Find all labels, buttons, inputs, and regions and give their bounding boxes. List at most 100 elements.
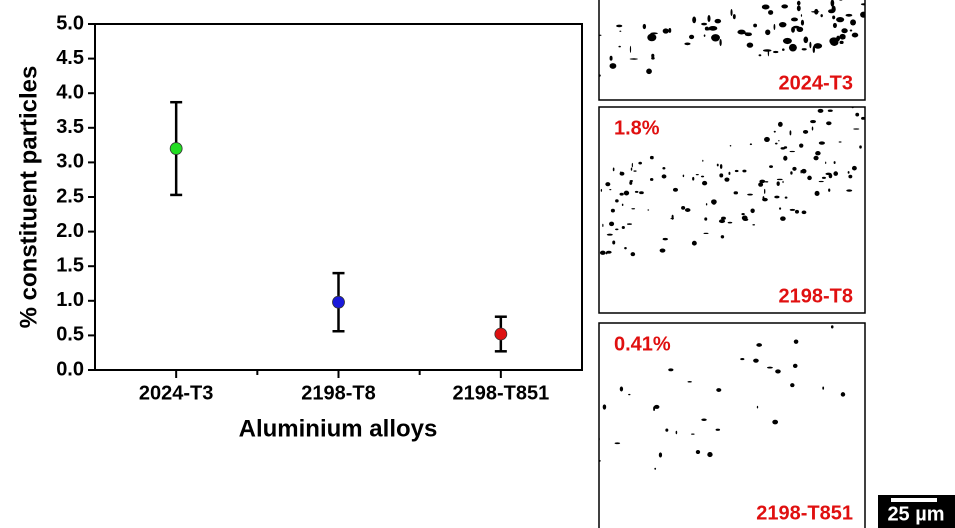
particle [801, 168, 807, 174]
particle [762, 196, 765, 201]
particle [720, 235, 725, 239]
particle [840, 392, 846, 397]
particle [719, 38, 722, 47]
particle [799, 143, 804, 148]
particle [853, 128, 860, 130]
particle [615, 228, 619, 231]
particle [782, 180, 784, 184]
particle [746, 42, 754, 48]
particle [671, 214, 674, 220]
particle [740, 358, 745, 361]
particle [776, 181, 780, 186]
y-tick-label: 5.0 [56, 12, 84, 34]
particle [615, 199, 619, 203]
particle [624, 246, 627, 250]
y-tick-label: 3.0 [56, 151, 84, 173]
particle [654, 467, 657, 470]
particle [602, 404, 607, 410]
micrograph-fraction: 1.8% [614, 117, 660, 139]
particle [633, 170, 637, 172]
particle [650, 32, 658, 35]
particle [828, 9, 835, 14]
particle [769, 165, 773, 168]
particle [741, 215, 748, 221]
particle [802, 129, 809, 134]
particle [781, 4, 789, 9]
y-tick-label: 2.5 [56, 185, 84, 207]
particle [817, 108, 824, 113]
micrograph-frame [598, 322, 866, 528]
particle [836, 16, 845, 23]
particle [708, 25, 718, 31]
particle [691, 433, 695, 435]
particle [665, 428, 669, 432]
particle [838, 141, 842, 143]
particle [708, 29, 710, 31]
y-tick-label: 2.0 [56, 220, 84, 242]
particle [628, 393, 631, 396]
particle [662, 166, 666, 170]
particle [828, 188, 831, 192]
particle [704, 217, 708, 221]
particle [732, 14, 736, 20]
particle [629, 181, 633, 185]
particle [790, 17, 798, 22]
x-tick-label: 2024-T3 [139, 382, 214, 404]
particle [827, 109, 833, 112]
particle [782, 40, 789, 42]
scale-bar-label: 25 µm [887, 503, 944, 525]
particle [783, 155, 788, 161]
particle [825, 161, 827, 165]
particle [793, 339, 799, 344]
particle [701, 418, 707, 422]
micrograph-label: 2198-T851 [756, 502, 853, 524]
particle [803, 36, 809, 44]
micrograph-frame [598, 0, 866, 101]
particle [791, 26, 795, 33]
particle [796, 5, 801, 12]
y-tick-label: 3.5 [56, 116, 84, 138]
particle [630, 167, 633, 171]
particle [716, 163, 719, 167]
particle [809, 41, 812, 49]
particle [741, 213, 745, 216]
particle [821, 176, 826, 179]
particle [623, 190, 630, 196]
particle [691, 240, 697, 246]
particle [843, 319, 849, 321]
particle [612, 240, 616, 245]
particle [818, 141, 825, 145]
particle [789, 150, 795, 153]
y-axis-label: % constituent particles [15, 66, 42, 329]
particle [811, 126, 814, 131]
particle [695, 174, 699, 176]
y-tick-label: 4.0 [56, 81, 84, 103]
particle [605, 182, 611, 187]
particle [653, 404, 660, 409]
particle [687, 380, 692, 383]
y-tick-label: 4.5 [56, 47, 84, 69]
particle [610, 208, 615, 213]
particle [714, 18, 722, 24]
particle [721, 216, 726, 220]
particle [839, 33, 846, 40]
particle [779, 207, 782, 210]
particle [766, 366, 773, 369]
particle [704, 26, 709, 31]
particle [662, 237, 668, 241]
particle [758, 182, 764, 187]
particle [829, 37, 839, 45]
particle [606, 233, 613, 236]
particle [788, 43, 797, 52]
particle [750, 208, 755, 214]
particle [715, 428, 721, 431]
particle [784, 196, 788, 199]
particle [609, 221, 615, 227]
particle [789, 208, 796, 211]
particle [860, 11, 865, 18]
particle [646, 68, 652, 75]
particle [729, 144, 732, 147]
particle [668, 28, 672, 33]
x-axis-label: Aluminium alloys [239, 415, 438, 442]
particle [630, 252, 636, 257]
